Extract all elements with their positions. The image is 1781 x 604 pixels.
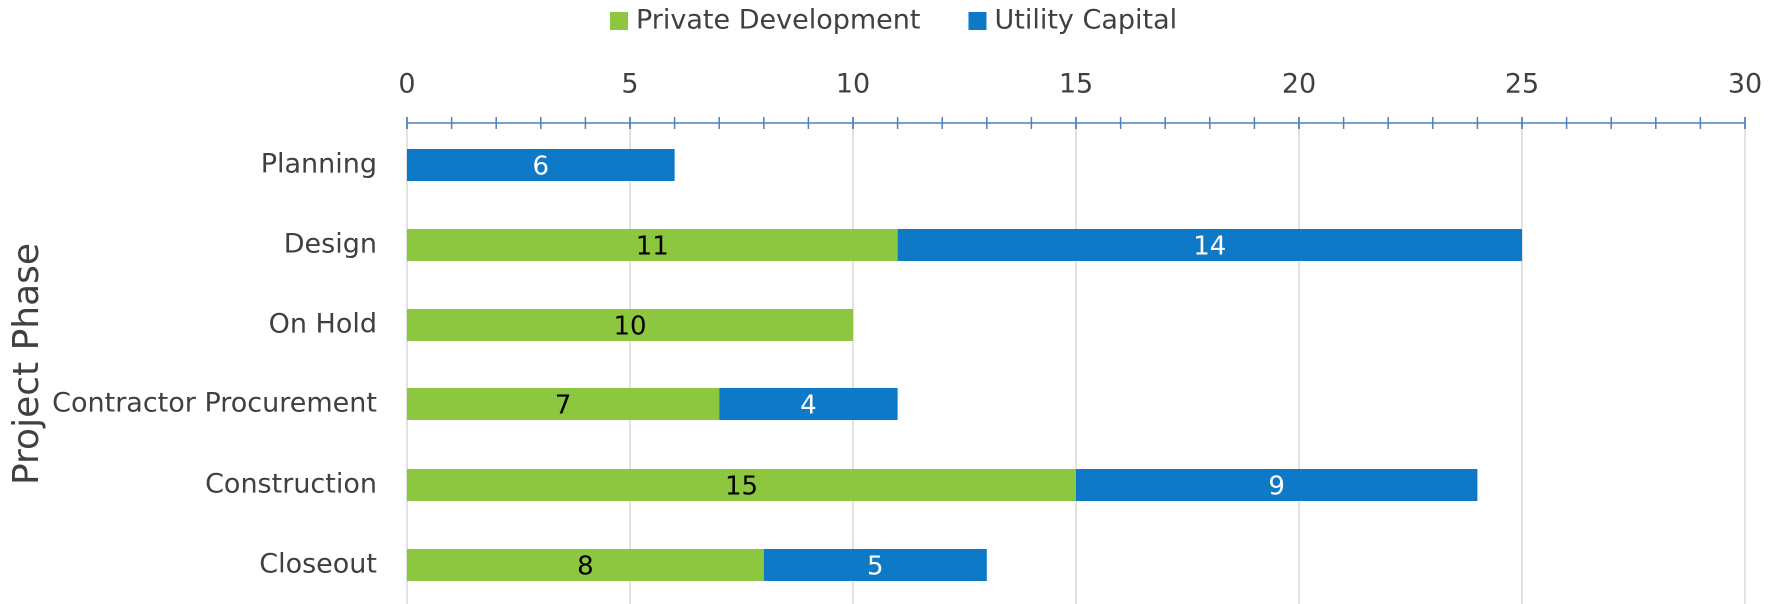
bar <box>407 388 720 420</box>
data-label: 9 <box>1268 472 1285 502</box>
x-tick-label: 5 <box>621 69 638 100</box>
x-tick-label: 15 <box>1059 69 1093 100</box>
data-label: 6 <box>533 152 550 182</box>
data-label: 15 <box>725 472 758 502</box>
bar <box>719 388 898 420</box>
y-tick-label: Planning <box>261 149 377 180</box>
bar <box>407 469 1076 501</box>
legend-swatch <box>610 12 628 30</box>
bar <box>407 229 898 261</box>
y-tick-label: Contractor Procurement <box>52 388 377 419</box>
x-tick-label: 0 <box>398 69 415 100</box>
data-label: 10 <box>613 312 646 342</box>
y-tick-label: Closeout <box>259 549 377 580</box>
bar <box>407 549 764 581</box>
x-tick-label: 20 <box>1282 69 1316 100</box>
data-label: 11 <box>636 232 669 262</box>
data-label: 5 <box>867 552 884 582</box>
bar <box>763 549 987 581</box>
y-tick-label: Design <box>284 229 377 260</box>
data-label: 8 <box>577 552 594 582</box>
x-tick-label: 25 <box>1505 69 1539 100</box>
y-tick-label: On Hold <box>269 309 377 340</box>
bar <box>897 229 1522 261</box>
data-label: 7 <box>555 391 572 421</box>
y-axis-title: Project Phase <box>6 243 47 485</box>
x-tick-label: 10 <box>836 69 870 100</box>
data-label: 4 <box>800 391 817 421</box>
bar <box>407 309 853 341</box>
legend-label: Private Development <box>636 5 920 36</box>
x-tick-label: 30 <box>1728 69 1762 100</box>
bar <box>1076 469 1478 501</box>
legend-swatch <box>968 12 987 30</box>
legend-label: Utility Capital <box>994 5 1177 36</box>
bar <box>407 149 675 181</box>
data-label: 14 <box>1193 232 1226 262</box>
y-tick-label: Construction <box>205 469 377 500</box>
